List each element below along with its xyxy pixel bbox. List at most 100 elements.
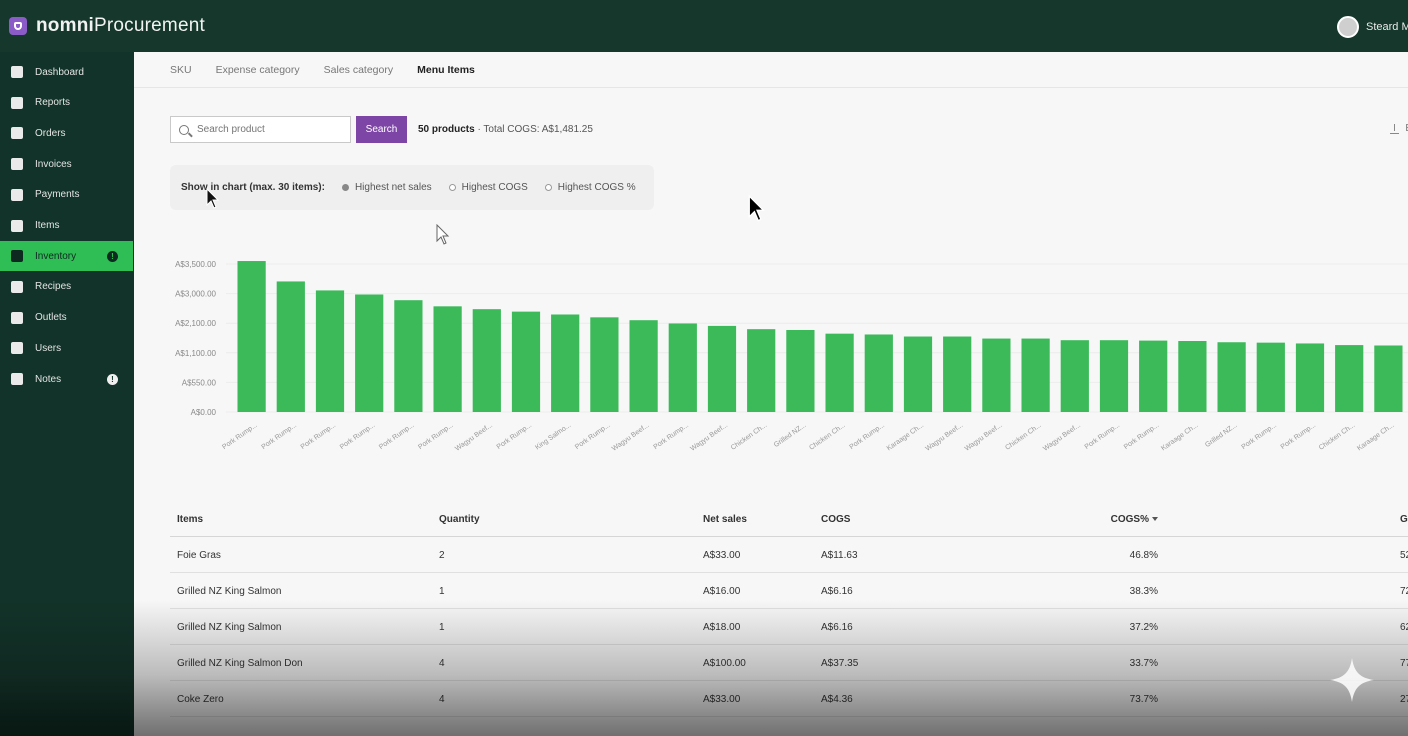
tab-expense-category[interactable]: Expense category	[215, 63, 300, 76]
y-tick-label: A$0.00	[191, 408, 217, 417]
chart-bar[interactable]	[786, 329, 815, 412]
chart-bar[interactable]	[1374, 345, 1403, 412]
sidebar-item-users[interactable]: Users	[0, 333, 133, 363]
chart-bar[interactable]	[1099, 340, 1129, 412]
x-tick-label: Chicken Ch...	[730, 422, 768, 452]
radio-dot-icon[interactable]	[544, 184, 552, 191]
chart-bar[interactable]	[1060, 340, 1089, 412]
sidebar-item-recipes[interactable]: Recipes	[0, 272, 133, 302]
chart-option-radio[interactable]: Highest COGS %	[544, 182, 636, 193]
column-header-qty[interactable]: Quantity	[439, 514, 480, 525]
sidebar-item-orders[interactable]: Orders	[0, 118, 133, 148]
cell-gp: 27.3	[1400, 694, 1408, 705]
tab-sku[interactable]: SKU	[170, 63, 192, 76]
chart-bar[interactable]	[551, 314, 580, 412]
tab-bar: SKU Expense category Sales category Menu It…	[134, 52, 1408, 88]
sidebar-item-items[interactable]: Items	[0, 211, 133, 241]
notes-icon	[11, 373, 23, 385]
x-tick-label: Pork Rump...	[1123, 422, 1161, 451]
sort-desc-icon[interactable]	[1152, 517, 1158, 522]
sidebar-item-label: Notes	[35, 373, 62, 385]
chart-bar[interactable]	[707, 325, 737, 412]
search-input[interactable]	[197, 124, 347, 135]
column-header-pct[interactable]: COGS%	[1070, 514, 1158, 525]
chart-bar[interactable]	[903, 336, 933, 412]
chart-bar[interactable]	[511, 311, 541, 412]
recipes-icon	[11, 280, 23, 293]
x-tick-label: Chicken Ch...	[1004, 422, 1042, 452]
column-header-name[interactable]: Items	[177, 514, 204, 525]
reports-icon	[11, 96, 23, 109]
mouse-cursor-icon	[206, 188, 220, 209]
x-tick-label: Wagyu Beef...	[1042, 422, 1082, 453]
column-header-cogs[interactable]: COGS	[821, 514, 851, 525]
chart-bar[interactable]	[276, 281, 305, 412]
radio-dot-icon[interactable]	[341, 184, 349, 191]
chart-bar[interactable]	[433, 306, 462, 412]
chart-bar[interactable]	[668, 323, 697, 412]
x-tick-label: Karaage Ch...	[886, 422, 925, 453]
sidebar-item-label: Invoices	[35, 158, 72, 170]
app-brand[interactable]: nomniProcurement	[36, 15, 205, 36]
cell-qty: 4	[439, 658, 445, 669]
chart-bar[interactable]	[394, 300, 423, 412]
chart-option-radio[interactable]: Highest net sales	[341, 182, 432, 193]
chart-bar[interactable]	[355, 294, 384, 412]
tab-sales-category[interactable]: Sales category	[323, 63, 394, 76]
table-row[interactable]: Foie Gras 2 A$33.00 A$11.63 46.8% 52.2	[170, 537, 1408, 573]
sidebar-item-inventory[interactable]: Inventory!	[0, 241, 133, 272]
y-tick-label: A$3,500.00	[175, 260, 216, 269]
sparkle-icon	[1330, 658, 1374, 702]
tab-menu-items[interactable]: Menu Items	[417, 63, 475, 76]
x-tick-label: Chicken Ch...	[808, 422, 846, 452]
avatar[interactable]	[1337, 16, 1359, 38]
column-header-net[interactable]: Net sales	[703, 514, 747, 525]
chart-bar[interactable]	[943, 336, 972, 412]
chart-bar[interactable]	[1335, 345, 1364, 412]
chart-bar[interactable]	[472, 309, 501, 412]
chart-bar[interactable]	[1139, 340, 1168, 412]
chart-bar[interactable]	[864, 334, 893, 412]
chart-bar[interactable]	[1021, 338, 1050, 412]
x-tick-label: Wagyu Beef...	[611, 422, 651, 453]
chart-bar[interactable]	[982, 338, 1011, 412]
net-sales-bar-chart: A$3,500.00 A$3,000.00 A$2,100.00 A$1,100.00…	[175, 260, 1408, 453]
chart-bar[interactable]	[747, 329, 776, 412]
chart-bar[interactable]	[1256, 342, 1285, 412]
sidebar-item-outlets[interactable]: Outlets	[0, 303, 133, 333]
table-row[interactable]: Coke Zero 4 A$33.00 A$4.36 73.7% 27.3	[170, 681, 1408, 717]
chart-bar[interactable]	[1178, 341, 1207, 412]
export-button[interactable]: E	[1390, 123, 1408, 134]
user-name[interactable]: Steard M...	[1366, 21, 1408, 33]
payments-icon	[11, 188, 23, 201]
chart-bar[interactable]	[1217, 342, 1246, 412]
chart-bar[interactable]	[1295, 343, 1325, 412]
column-header-gp[interactable]: G	[1400, 514, 1408, 525]
sidebar-item-invoices[interactable]: Invoices	[0, 149, 133, 179]
sidebar-item-notes[interactable]: Notes!	[0, 364, 133, 394]
chart-bar[interactable]	[237, 261, 266, 412]
user-menu[interactable]: Steard M...	[1337, 16, 1408, 38]
product-summary: 50 products · Total COGS: A$1,481.25	[418, 124, 593, 135]
chart-option-radio[interactable]: Highest COGS	[448, 182, 528, 193]
chart-bar[interactable]	[590, 317, 619, 412]
chart-bar[interactable]	[315, 290, 345, 412]
sidebar-item-label: Payments	[35, 189, 80, 201]
chart-bar[interactable]	[825, 333, 854, 412]
table-row[interactable]: Grilled NZ King Salmon 1 A$18.00 A$6.16 37.2…	[170, 609, 1408, 645]
x-tick-label: Pork Rump...	[221, 422, 259, 451]
sidebar-item-payments[interactable]: Payments	[0, 180, 133, 210]
cell-net: A$16.00	[703, 586, 741, 597]
sidebar-item-reports[interactable]: Reports	[0, 88, 133, 118]
chart-bar[interactable]	[629, 320, 658, 412]
search-icon	[179, 124, 189, 135]
sidebar-item-dashboard[interactable]: Dashboard	[0, 57, 133, 87]
cell-name: Grilled NZ King Salmon Don	[177, 658, 303, 669]
cell-qty: 2	[439, 550, 445, 561]
search-button[interactable]: Search	[356, 116, 407, 143]
table-row[interactable]: Grilled NZ King Salmon Don 4 A$100.00 A$37.…	[170, 645, 1408, 681]
table-row[interactable]: Grilled NZ King Salmon 1 A$16.00 A$6.16 38.3…	[170, 573, 1408, 609]
radio-dot-icon[interactable]	[448, 184, 456, 191]
search-field[interactable]	[170, 116, 351, 143]
